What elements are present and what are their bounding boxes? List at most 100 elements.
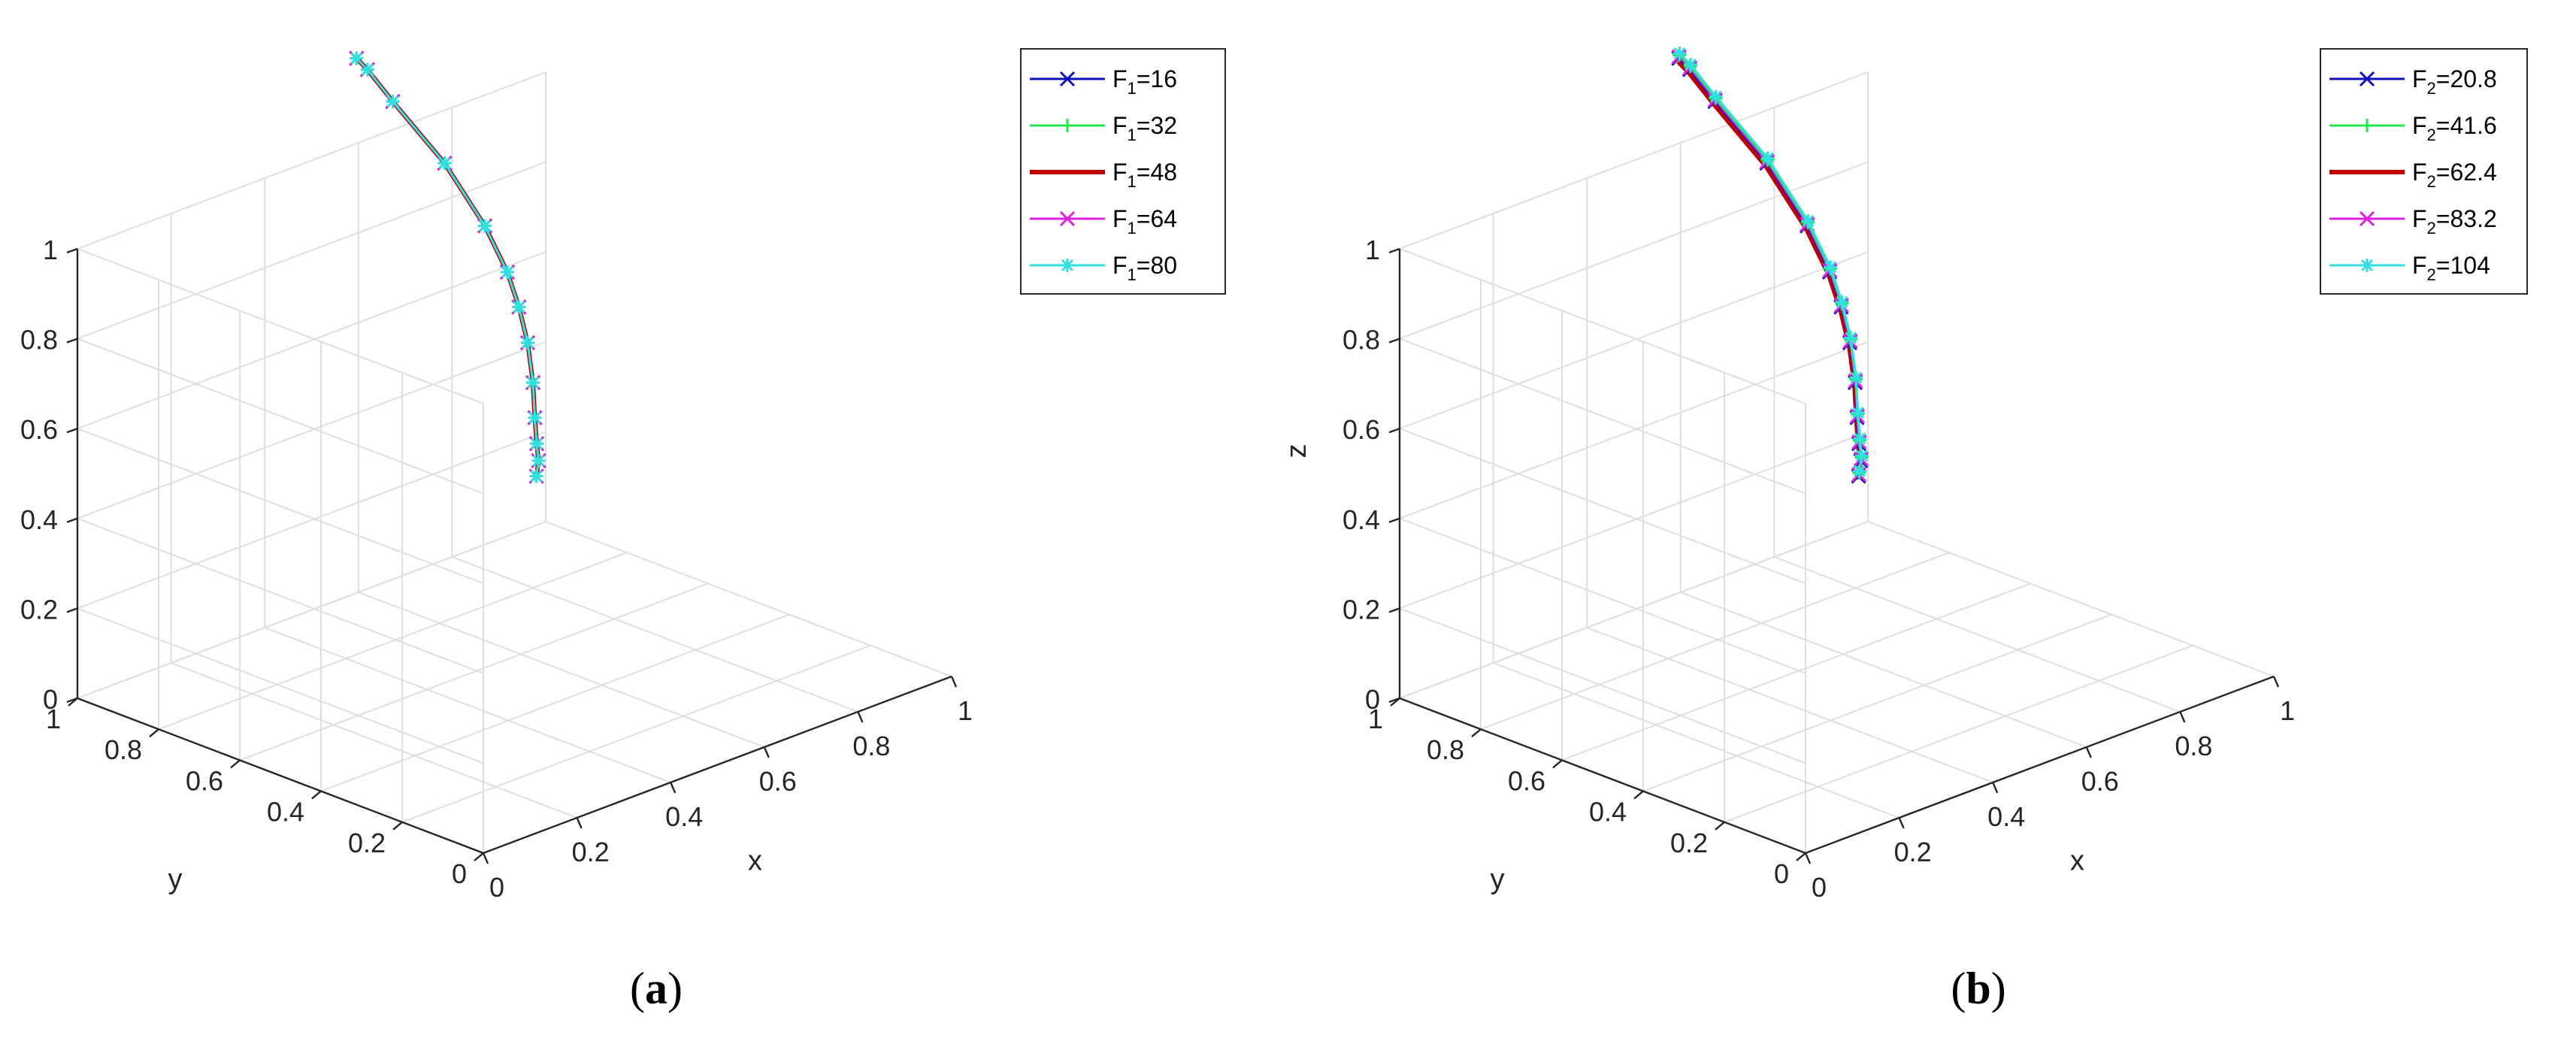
- x-tick-label: 0.4: [1987, 801, 2025, 832]
- gridline: [77, 161, 546, 340]
- y-tick: [1715, 821, 1725, 831]
- x-tick-label: 0.4: [665, 801, 703, 832]
- y-tick-label: 0.4: [1589, 797, 1627, 828]
- marker-star: [1801, 213, 1815, 228]
- gridline: [452, 556, 858, 713]
- legend-label-value: =104: [2436, 252, 2490, 279]
- marker-star: [1061, 259, 1074, 272]
- marker-star: [2360, 259, 2374, 272]
- marker-star: [478, 219, 492, 233]
- legend-label-base: F: [1112, 159, 1128, 186]
- y-tick-label: 0: [452, 858, 467, 889]
- x-tick: [763, 746, 770, 758]
- gridline: [1493, 662, 1899, 819]
- legend-item: F2=62.4: [2329, 159, 2497, 191]
- caption-open-paren: (: [630, 964, 645, 1013]
- y-tick-label: 0.6: [1508, 765, 1545, 796]
- y-axis-label: y: [1491, 864, 1505, 895]
- marker-star: [1684, 58, 1698, 72]
- marker-star: [1844, 331, 1858, 345]
- gridline: [1724, 644, 2193, 823]
- series-5: [1672, 47, 1869, 478]
- x-tick: [2085, 746, 2092, 758]
- legend-label: F1=80: [1112, 252, 1177, 284]
- gridline: [1399, 607, 1806, 764]
- x-tick: [1898, 817, 1905, 829]
- marker-star: [526, 376, 540, 390]
- legend-label: F2=20.8: [2412, 65, 2497, 98]
- legend-label-value: =64: [1137, 205, 1177, 232]
- legend-label-base: F: [1112, 65, 1128, 92]
- marker-plus: [1061, 119, 1074, 132]
- legend-label: F2=62.4: [2412, 159, 2497, 191]
- marker-star: [437, 156, 452, 171]
- marker-star: [1853, 431, 1867, 446]
- gridline: [77, 248, 484, 404]
- legend-label-subscript: 2: [2427, 79, 2436, 98]
- gridline: [358, 592, 765, 748]
- z-tick-label: 0.6: [20, 414, 58, 445]
- gridline: [1774, 556, 2181, 713]
- y-tick: [1471, 728, 1482, 738]
- x-axis-line: [1805, 675, 2275, 855]
- legend-label-value: =32: [1137, 112, 1177, 139]
- gridline: [1867, 521, 2275, 677]
- legend: F2=20.8F2=41.6F2=62.4F2=83.2F2=104: [2320, 48, 2528, 295]
- x-axis-label: x: [748, 846, 762, 877]
- series-5: [350, 51, 546, 483]
- legend-label-subscript: 2: [2427, 219, 2436, 238]
- z-tick: [66, 247, 78, 254]
- legend-label-base: F: [2412, 205, 2427, 232]
- x-tick: [857, 711, 864, 723]
- gridline: [1399, 337, 1806, 495]
- marker-star: [1709, 89, 1723, 104]
- caption-close-paren: ): [1991, 964, 2006, 1013]
- legend-label: F1=48: [1112, 159, 1177, 191]
- y-tick: [230, 759, 241, 769]
- legend-label-subscript: 2: [2427, 265, 2436, 284]
- legend-item: F2=20.8: [2329, 65, 2497, 98]
- z-tick-label: 0.2: [1342, 594, 1380, 625]
- z-tick-label: 1: [1365, 235, 1380, 265]
- marker-star: [386, 95, 400, 109]
- caption-letter: b: [1966, 964, 1990, 1013]
- z-tick: [1388, 697, 1400, 704]
- gridline: [1399, 161, 1869, 340]
- series-1: [349, 50, 546, 484]
- gridline: [1399, 251, 1869, 430]
- legend-label-value: =41.6: [2436, 112, 2497, 139]
- z-tick-label: 0.8: [20, 325, 58, 356]
- marker-star: [529, 469, 543, 483]
- legend-label: F1=64: [1112, 205, 1177, 238]
- gridline: [171, 662, 577, 819]
- series-4: [1671, 49, 1869, 483]
- z-tick: [66, 428, 78, 434]
- gridline: [77, 340, 546, 519]
- marker-x: [1059, 71, 1076, 87]
- legend-item: F1=16: [1030, 65, 1177, 98]
- legend-label-base: F: [2412, 252, 2427, 279]
- x-tick: [1992, 782, 1999, 794]
- marker-star: [1672, 47, 1687, 61]
- gridline: [1680, 592, 2087, 748]
- y-tick: [1796, 852, 1806, 861]
- gridline: [1399, 517, 1806, 674]
- x-tick: [670, 782, 677, 794]
- y-tick-label: 0.2: [348, 828, 386, 858]
- y-tick: [474, 852, 484, 861]
- gridline: [264, 627, 671, 783]
- x-tick-label: 0.6: [759, 766, 797, 797]
- gridline: [77, 71, 546, 250]
- y-tick: [1633, 790, 1644, 800]
- gridline: [77, 517, 484, 674]
- y-tick-label: 0.6: [186, 765, 223, 796]
- x-tick-label: 0: [1812, 872, 1827, 903]
- x-tick: [482, 852, 489, 864]
- panel-caption: (b): [1951, 964, 2005, 1013]
- gridline: [239, 582, 709, 761]
- marker-star: [1824, 260, 1838, 274]
- y-axis-line: [77, 697, 484, 855]
- legend-label-subscript: 1: [1128, 126, 1137, 144]
- series-4: [349, 50, 546, 484]
- z-tick-label: 0.4: [1342, 504, 1380, 535]
